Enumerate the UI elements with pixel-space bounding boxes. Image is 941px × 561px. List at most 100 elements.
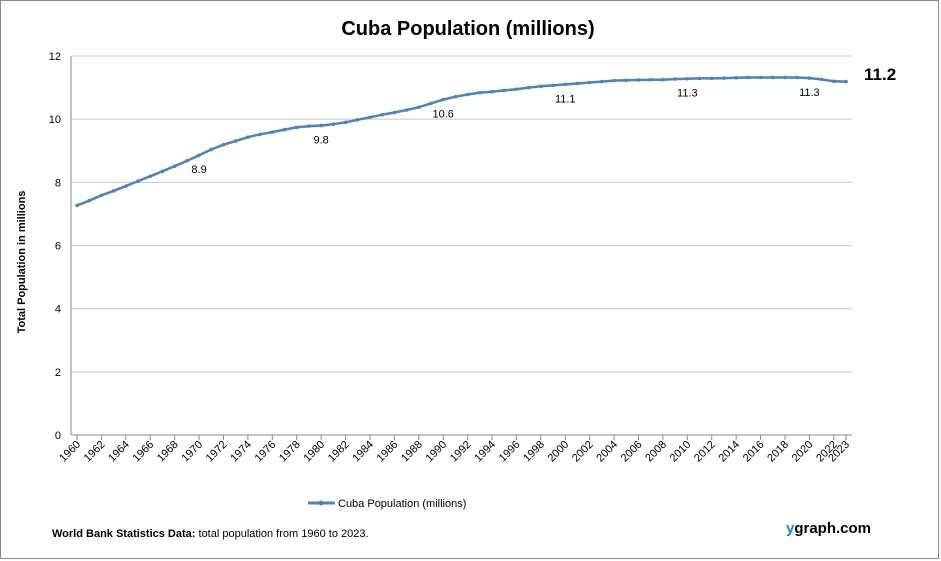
data-point-1995 <box>502 88 507 93</box>
data-point-1998 <box>539 84 543 89</box>
data-point-2008 <box>661 77 665 82</box>
data-point-2023 <box>844 79 848 84</box>
data-label-2000: 11.1 <box>555 93 576 105</box>
x-tick-1978: 1978 <box>277 439 303 465</box>
legend-label: Cuba Population (millions) <box>338 498 466 510</box>
data-point-1983 <box>355 117 360 122</box>
data-point-1960 <box>75 203 79 208</box>
data-point-1997 <box>526 85 531 90</box>
y-tick-2: 2 <box>55 367 61 379</box>
x-tick-1964: 1964 <box>106 439 132 465</box>
y-tick-10: 10 <box>49 114 61 126</box>
brand-y: y <box>786 520 795 537</box>
data-point-1993 <box>478 90 482 95</box>
data-point-2010 <box>685 76 690 81</box>
y-tick-6: 6 <box>55 241 61 253</box>
x-tick-1974: 1974 <box>228 439 254 465</box>
x-tick-2020: 2020 <box>790 439 816 465</box>
series-group <box>75 75 848 208</box>
data-point-2014 <box>734 75 738 80</box>
data-point-2000 <box>563 82 568 87</box>
x-tick-1996: 1996 <box>497 439 523 465</box>
x-tick-1976: 1976 <box>253 439 279 465</box>
x-tick-1982: 1982 <box>326 439 352 465</box>
data-point-1981 <box>331 122 336 127</box>
data-point-2011 <box>697 76 702 81</box>
data-point-1992 <box>465 92 470 97</box>
data-point-1970 <box>197 153 201 157</box>
y-tick-labels: 0 2 4 6 8 10 12 <box>49 51 61 442</box>
x-tick-1990: 1990 <box>424 439 450 465</box>
data-point-1980 <box>319 123 323 128</box>
brand-logo[interactable]: ygraph.com <box>786 520 871 537</box>
y-tick-4: 4 <box>55 304 61 316</box>
data-point-1973 <box>233 139 238 143</box>
gridlines <box>71 55 852 373</box>
data-point-1985 <box>380 112 384 117</box>
data-point-1971 <box>209 147 214 152</box>
x-tick-2006: 2006 <box>619 439 645 465</box>
x-tick-1986: 1986 <box>375 439 401 465</box>
data-label-1970: 8.9 <box>191 164 206 176</box>
data-point-2021 <box>819 77 824 82</box>
data-point-1996 <box>514 87 519 91</box>
data-point-2018 <box>783 75 787 80</box>
y-tick-12: 12 <box>49 51 61 63</box>
data-point-1978 <box>294 125 299 130</box>
data-label-2020: 11.3 <box>799 87 820 99</box>
x-tick-1988: 1988 <box>399 439 425 465</box>
x-tick-1984: 1984 <box>350 439 376 465</box>
data-point-1963 <box>111 189 116 193</box>
data-label-1980: 9.8 <box>313 134 328 146</box>
data-point-1991 <box>453 94 458 99</box>
data-point-1986 <box>392 110 397 115</box>
x-tick-1972: 1972 <box>204 439 230 465</box>
data-point-1999 <box>551 83 555 88</box>
footnote: World Bank Statistics Data: total popula… <box>52 528 369 540</box>
data-point-2005 <box>624 78 629 83</box>
data-point-1988 <box>416 105 421 109</box>
x-tick-1966: 1966 <box>131 439 157 465</box>
data-point-2017 <box>770 75 775 80</box>
legend: Cuba Population (millions) <box>308 498 466 510</box>
data-point-2015 <box>746 75 751 80</box>
data-point-2004 <box>612 78 616 83</box>
data-point-1969 <box>185 159 189 163</box>
data-point-2007 <box>648 77 653 82</box>
data-point-2016 <box>758 75 763 80</box>
legend-marker <box>318 500 324 506</box>
final-value-label: 11.2 <box>864 65 896 84</box>
x-tick-1994: 1994 <box>472 439 498 465</box>
x-tick-2012: 2012 <box>692 439 718 465</box>
footnote-text: total population from 1960 to 2023. <box>195 528 369 540</box>
data-labels: 8.9 9.8 10.6 11.1 11.3 11.3 <box>191 87 819 176</box>
x-tick-2018: 2018 <box>765 439 791 465</box>
x-tick-1968: 1968 <box>155 439 181 465</box>
data-point-1984 <box>368 115 372 120</box>
data-point-1967 <box>160 169 165 174</box>
x-tick-2004: 2004 <box>594 439 620 465</box>
data-point-2020 <box>807 76 812 80</box>
data-point-1979 <box>307 124 311 128</box>
data-point-1990 <box>441 97 445 102</box>
data-point-1977 <box>282 127 287 132</box>
data-point-1974 <box>246 135 250 139</box>
data-point-2006 <box>636 78 641 82</box>
x-tick-2000: 2000 <box>546 439 572 465</box>
axes <box>70 56 852 440</box>
data-label-2010: 11.3 <box>677 88 698 100</box>
data-point-2022 <box>831 79 836 84</box>
x-tick-1960: 1960 <box>57 439 83 465</box>
brand-rest: graph.com <box>794 520 872 537</box>
data-point-2012 <box>709 76 714 81</box>
data-point-1961 <box>87 198 92 203</box>
x-tick-1980: 1980 <box>301 439 327 465</box>
chart-title: Cuba Population (millions) <box>341 18 594 40</box>
data-point-1966 <box>148 174 153 179</box>
x-tick-2002: 2002 <box>570 439 596 465</box>
y-axis-label: Total Population in millions <box>16 191 28 334</box>
series-line-0 <box>76 76 847 207</box>
data-point-2001 <box>575 81 580 86</box>
x-tick-2010: 2010 <box>668 439 694 465</box>
